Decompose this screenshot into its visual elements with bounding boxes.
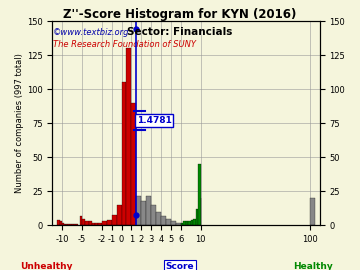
Bar [60,221,62,225]
Bar [181,223,183,225]
Y-axis label: Number of companies (997 total): Number of companies (997 total) [15,53,24,193]
Bar [126,48,131,225]
Bar [191,220,193,225]
Bar [80,216,82,225]
Bar [95,223,98,225]
Bar [198,164,201,225]
Bar [62,223,64,225]
Bar [76,224,78,225]
Bar [183,221,186,225]
Bar [141,201,146,225]
Bar [66,224,68,225]
Text: Z''-Score Histogram for KYN (2016): Z''-Score Histogram for KYN (2016) [63,8,297,21]
Text: Unhealthy: Unhealthy [21,262,73,270]
Bar [117,205,122,225]
Bar [196,209,198,225]
Bar [92,223,95,225]
Bar [193,219,196,225]
Bar [186,221,188,225]
Bar [68,224,70,225]
Bar [188,221,191,225]
Bar [166,219,171,225]
Bar [310,198,315,225]
Bar [102,221,107,225]
Text: 1.4781: 1.4781 [137,116,172,125]
Bar [107,220,112,225]
Text: Score: Score [166,262,194,270]
Bar [64,224,66,225]
Text: ©www.textbiz.org: ©www.textbiz.org [53,28,130,37]
Bar [85,221,89,225]
Text: Healthy: Healthy [293,262,333,270]
Bar [151,205,156,225]
Bar [161,216,166,225]
Bar [70,224,72,225]
Bar [146,195,151,225]
Bar [171,221,176,225]
Bar [98,223,102,225]
Bar [74,224,76,225]
Text: The Research Foundation of SUNY: The Research Foundation of SUNY [53,40,196,49]
Bar [136,195,141,225]
Bar [131,103,136,225]
Bar [72,224,74,225]
Bar [82,219,85,225]
Bar [156,212,161,225]
Bar [57,220,60,225]
Bar [89,221,92,225]
Text: Sector: Financials: Sector: Financials [127,27,233,37]
Bar [112,215,117,225]
Bar [122,82,126,225]
Bar [176,223,181,225]
